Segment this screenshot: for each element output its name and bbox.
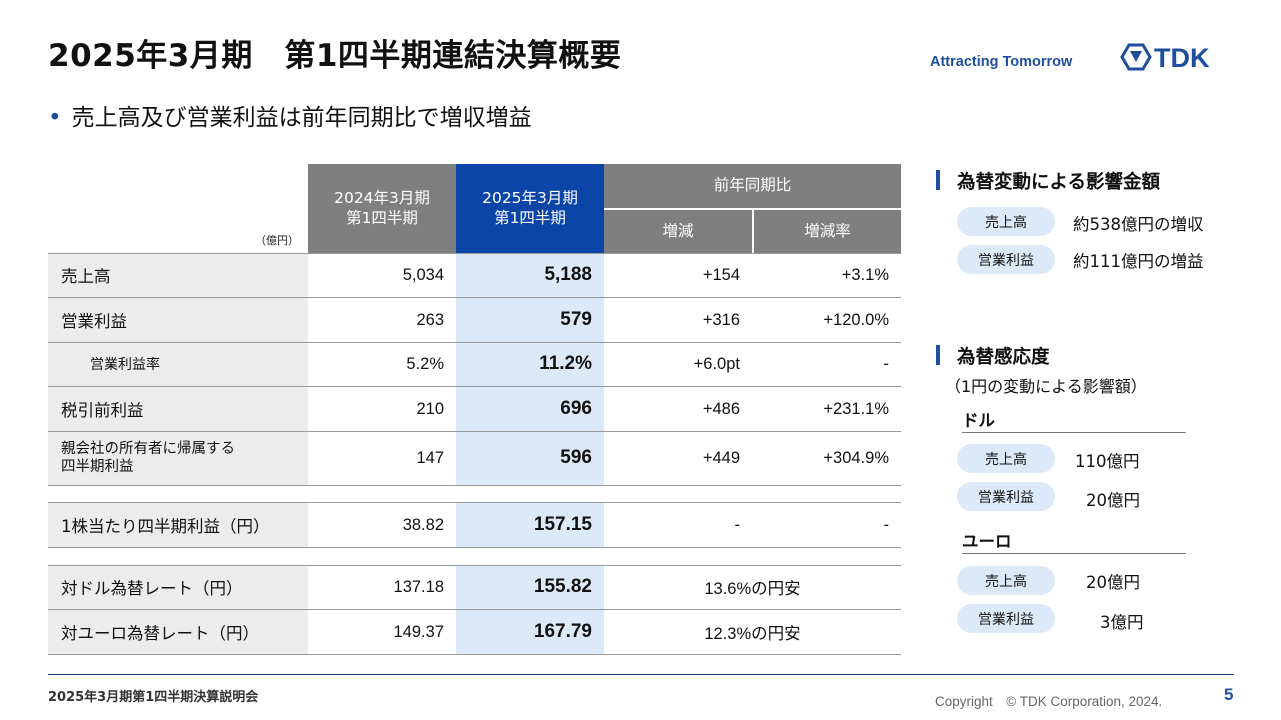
col-header-rate: 増減率 — [753, 209, 901, 253]
row-divider — [48, 386, 901, 387]
cell-prev: 5,034 — [402, 265, 444, 284]
eur-value-sales: 20億円 — [1086, 573, 1140, 592]
eur-divider — [962, 553, 1186, 554]
cell-yen-note: 13.6%の円安 — [704, 580, 801, 598]
row-label: 営業利益 — [48, 298, 308, 342]
cell-prev: 5.2% — [406, 354, 444, 373]
cell-rate: - — [883, 515, 890, 534]
cell-prev: 149.37 — [393, 622, 444, 641]
cell-prev: 147 — [416, 448, 444, 467]
usd-heading: ドル — [962, 411, 995, 430]
row-divider — [48, 297, 901, 298]
bullet-dot-icon: • — [48, 105, 62, 131]
fx-impact-value-sales: 約538億円の増収 — [1073, 215, 1204, 234]
col-header-curr: 2025年3月期 第1四半期 — [456, 164, 604, 253]
cell-curr: 155.82 — [533, 576, 592, 597]
row-label: 営業利益率 — [48, 342, 308, 386]
row-label: 対ドル為替レート（円） — [48, 565, 308, 609]
row-divider — [48, 485, 901, 486]
eur-label-sales: 売上高 — [957, 566, 1055, 595]
cell-rate: +231.1% — [823, 399, 889, 418]
eur-label-op: 営業利益 — [957, 604, 1055, 633]
usd-divider — [962, 432, 1186, 433]
highlight-column-bg — [456, 253, 604, 485]
cell-curr: 579 — [560, 309, 592, 330]
row-label: 1株当たり四半期利益（円） — [48, 503, 308, 547]
tdk-logo: TDK — [1118, 42, 1234, 73]
cell-rate: +120.0% — [823, 310, 889, 329]
cell-change: - — [734, 515, 741, 534]
cell-curr: 167.79 — [533, 621, 592, 642]
cell-curr: 157.15 — [533, 514, 592, 535]
fx-impact-label-sales: 売上高 — [957, 207, 1055, 236]
eur-heading: ユーロ — [962, 532, 1012, 551]
unit-label: （億円） — [255, 234, 299, 247]
fx-impact-title: 為替変動による影響金額 — [957, 172, 1160, 193]
highlight-column-bg — [456, 502, 604, 547]
cell-rate: +304.9% — [823, 448, 889, 467]
row-label: 親会社の所有者に帰属する 四半期利益 — [48, 431, 308, 485]
summary-text: 売上高及び営業利益は前年同期比で増収増益 — [71, 105, 532, 131]
fx-impact-label-op: 営業利益 — [957, 245, 1055, 274]
row-label: 税引前利益 — [48, 387, 308, 431]
cell-curr: 5,188 — [544, 264, 592, 285]
row-label: 対ユーロ為替レート（円） — [48, 610, 308, 654]
row-divider — [48, 547, 901, 548]
cell-yen-note: 12.3%の円安 — [704, 625, 801, 643]
cell-change: +6.0pt — [693, 354, 740, 373]
section-marker-icon — [936, 170, 940, 190]
eur-value-op: 3億円 — [1100, 613, 1144, 632]
row-divider — [48, 253, 901, 254]
row-divider — [48, 654, 901, 655]
usd-value-op: 20億円 — [1086, 491, 1140, 510]
usd-value-sales: 110億円 — [1075, 452, 1140, 471]
row-divider — [48, 502, 901, 503]
summary-bullet: • 売上高及び営業利益は前年同期比で増収増益 — [48, 98, 532, 132]
cell-prev: 263 — [416, 310, 444, 329]
cell-curr: 596 — [560, 447, 592, 468]
cell-change: +316 — [702, 310, 740, 329]
cell-rate: - — [883, 354, 890, 373]
cell-curr: 11.2% — [539, 353, 592, 374]
cell-rate: +3.1% — [841, 265, 889, 284]
page-title: 2025年3月期 第1四半期連結決算概要 — [48, 38, 622, 74]
cell-curr: 696 — [560, 398, 592, 419]
row-divider — [48, 565, 901, 566]
col-header-change: 増減 — [604, 209, 752, 253]
brand-tagline: Attracting Tomorrow — [930, 54, 1073, 70]
col-header-prev: 2024年3月期 第1四半期 — [308, 164, 456, 253]
page-number: 5 — [1224, 685, 1234, 704]
row-divider — [48, 609, 901, 610]
col-header-yoy: 前年同期比 — [604, 164, 901, 208]
cell-change: +154 — [702, 265, 740, 284]
logo-text: TDK — [1154, 43, 1210, 72]
footer-event-name: 2025年3月期第1四半期決算説明会 — [48, 690, 259, 705]
cell-prev: 137.18 — [393, 577, 444, 596]
cell-prev: 38.82 — [402, 515, 444, 534]
usd-label-op: 営業利益 — [957, 482, 1055, 511]
footer-divider — [48, 674, 1234, 675]
fx-sensitivity-subtitle: （1円の変動による影響額） — [945, 377, 1147, 396]
cell-prev: 210 — [416, 399, 444, 418]
cell-change: +449 — [702, 448, 740, 467]
usd-label-sales: 売上高 — [957, 444, 1055, 473]
footer-copyright: Copyright © TDK Corporation, 2024. — [935, 694, 1163, 709]
section-marker-icon — [936, 345, 940, 365]
cell-change: +486 — [702, 399, 740, 418]
row-label: 売上高 — [48, 253, 308, 297]
fx-impact-value-op: 約111億円の増益 — [1073, 252, 1204, 271]
row-divider — [48, 431, 901, 432]
row-divider — [48, 342, 901, 343]
fx-sensitivity-title: 為替感応度 — [957, 347, 1050, 368]
